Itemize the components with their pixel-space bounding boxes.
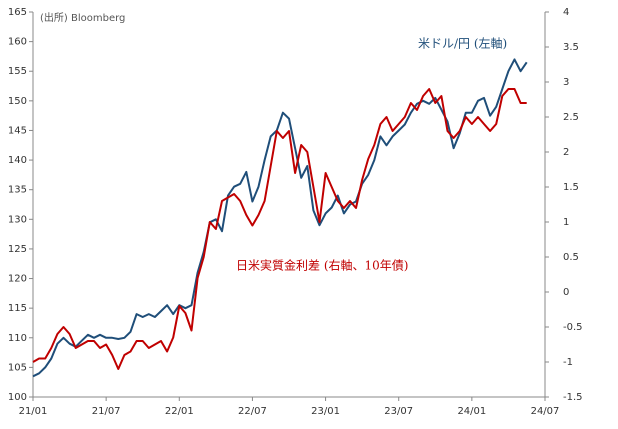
y2-tick-label: 0 [563, 287, 569, 298]
y2-tick-label: 1 [563, 217, 569, 228]
x-tick-label: 22/07 [238, 406, 267, 417]
x-tick-label: 21/07 [92, 406, 121, 417]
y-tick-label: 100 [8, 392, 27, 403]
y2-tick-label: 3.5 [563, 42, 579, 53]
series-label: 日米実質金利差 (右軸、10年債) [236, 258, 408, 273]
y-tick-label: 110 [8, 333, 27, 344]
y2-tick-label: -1 [563, 357, 573, 368]
y-tick-label: 130 [8, 214, 27, 225]
series-line [32, 88, 527, 370]
x-tick-label: 24/01 [457, 406, 486, 417]
y2-tick-label: 3 [563, 77, 569, 88]
y2-tick-label: 2 [563, 147, 569, 158]
x-tick-label: 23/01 [311, 406, 340, 417]
series-line [32, 58, 528, 378]
y-tick-label: 145 [8, 125, 27, 136]
x-tick-label: 21/01 [19, 406, 48, 417]
x-tick-label: 24/07 [531, 406, 560, 417]
y-tick-label: 150 [8, 96, 27, 107]
y-tick-label: 105 [8, 362, 27, 373]
y-tick-label: 155 [8, 66, 27, 77]
x-tick-label: 23/07 [384, 406, 413, 417]
y-tick-label: 140 [8, 155, 27, 166]
y-tick-label: 135 [8, 185, 27, 196]
y2-tick-label: -0.5 [563, 322, 583, 333]
y2-tick-label: 1.5 [563, 182, 579, 193]
source-note: (出所) Bloomberg [40, 11, 125, 24]
y-tick-label: 165 [8, 7, 27, 18]
y-tick-label: 120 [8, 274, 27, 285]
series-label: 米ドル/円 (左軸) [418, 36, 507, 51]
y-tick-label: 160 [8, 37, 27, 48]
y2-tick-label: 2.5 [563, 112, 579, 123]
y2-tick-label: -1.5 [563, 392, 583, 403]
y-tick-label: 125 [8, 244, 27, 255]
y2-tick-label: 4 [563, 7, 569, 18]
x-tick-label: 22/01 [165, 406, 194, 417]
y2-tick-label: 0.5 [563, 252, 579, 263]
y-tick-label: 115 [8, 303, 27, 314]
